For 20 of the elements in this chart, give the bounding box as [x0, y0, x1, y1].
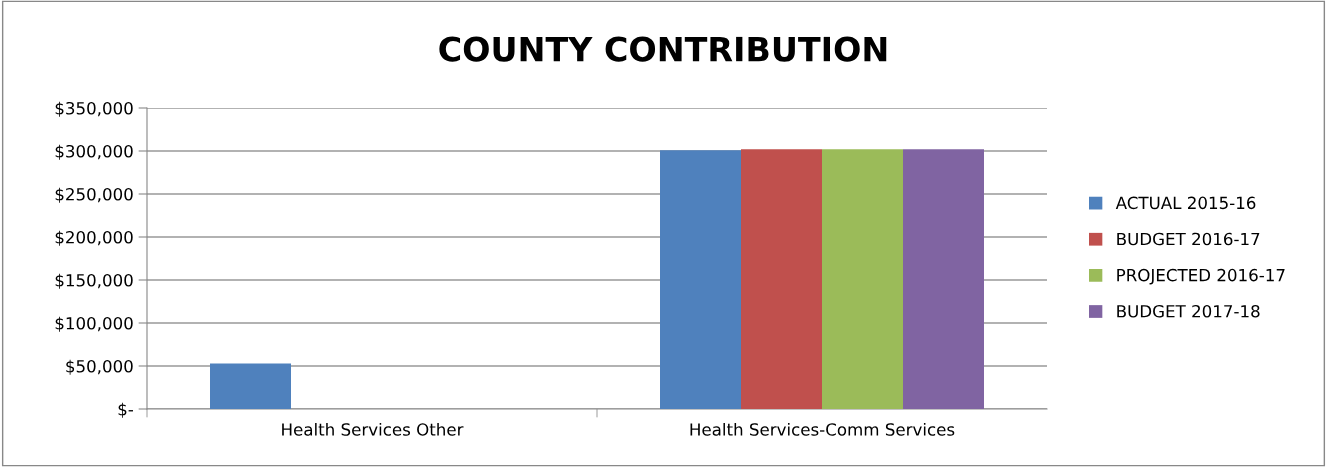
- bar: [660, 150, 741, 409]
- legend-label: BUDGET 2017-18: [1117, 304, 1260, 318]
- bar: [210, 363, 291, 409]
- y-tick-label: $-: [118, 402, 133, 418]
- y-tick-label: $150,000: [55, 273, 133, 289]
- bar: [903, 149, 984, 409]
- legend-label: PROJECTED 2016-17: [1117, 268, 1285, 285]
- y-tick-label: $100,000: [55, 316, 133, 332]
- legend-label: ACTUAL 2015-16: [1115, 196, 1256, 210]
- legend-label: BUDGET 2016-17: [1117, 232, 1260, 246]
- y-tick-label: $300,000: [55, 144, 133, 160]
- chart-title: COUNTY CONTRIBUTION: [439, 36, 887, 62]
- y-tick-label: $200,000: [55, 230, 133, 246]
- x-tick-label: Health Services Other: [282, 422, 464, 436]
- y-tick-label: $250,000: [55, 187, 133, 203]
- bar: [741, 149, 822, 409]
- x-tick-label: Health Services-Comm Services: [690, 422, 955, 436]
- bar: [822, 149, 903, 409]
- y-tick-label: $50,000: [66, 359, 133, 375]
- y-tick-label: $350,000: [55, 101, 133, 117]
